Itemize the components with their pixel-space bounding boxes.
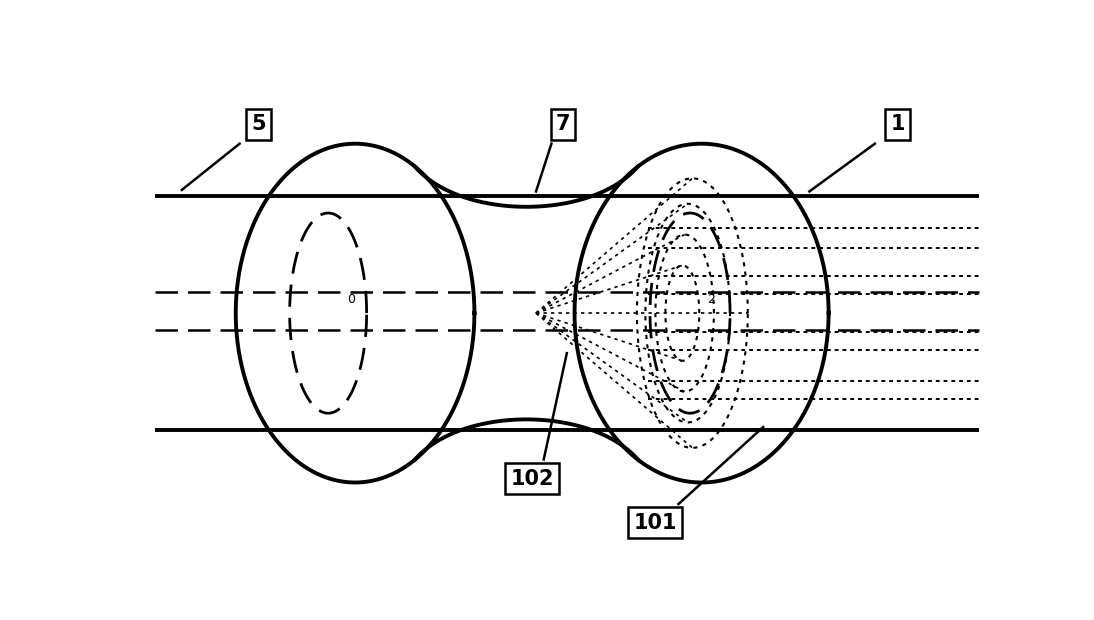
Text: 7: 7 [556, 115, 570, 135]
Text: 102: 102 [511, 469, 554, 489]
Text: 2: 2 [707, 293, 714, 306]
Text: 0: 0 [347, 293, 356, 306]
Text: 5: 5 [252, 115, 266, 135]
Text: 101: 101 [633, 513, 677, 533]
Text: 1: 1 [891, 115, 905, 135]
